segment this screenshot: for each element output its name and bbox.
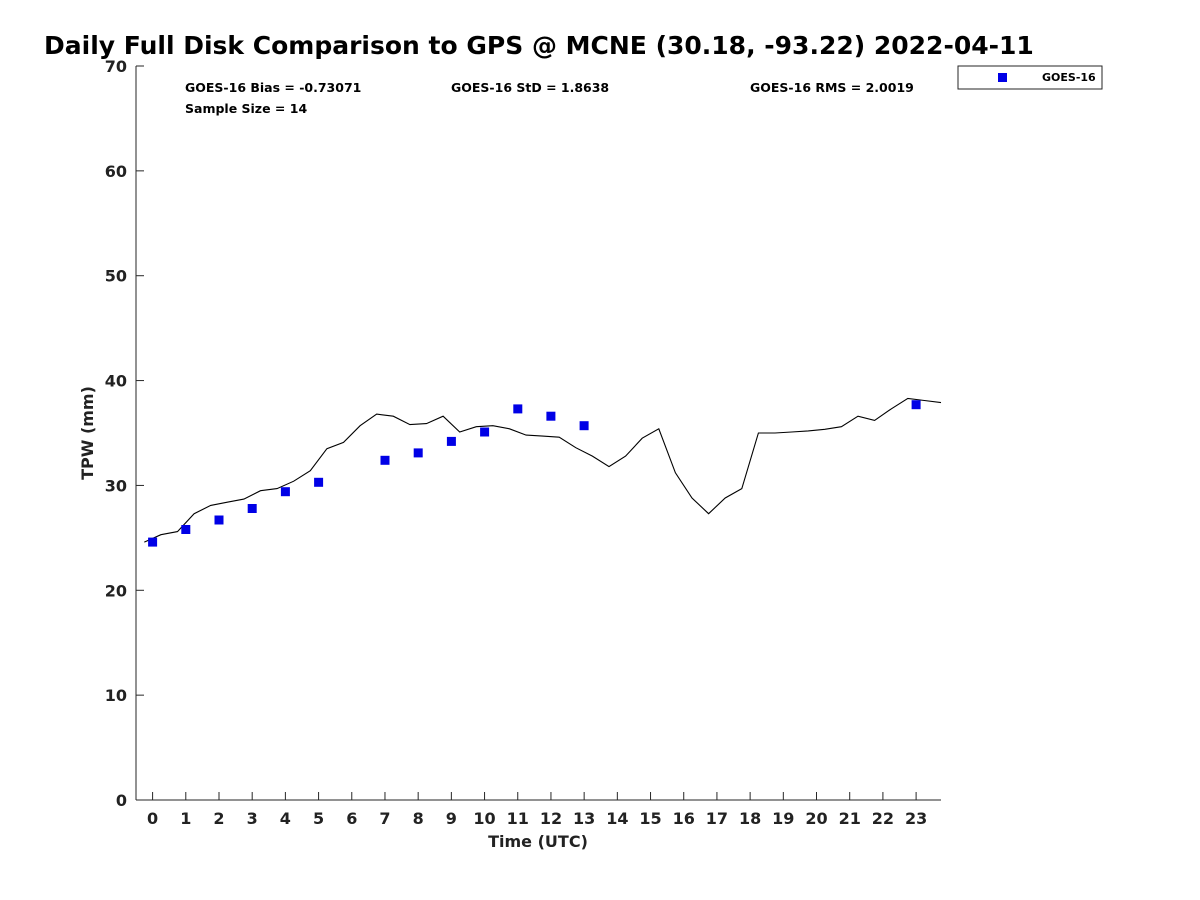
plot-area bbox=[135, 66, 941, 801]
y-tick-label: 50 bbox=[105, 267, 127, 286]
goes16-point bbox=[546, 411, 556, 421]
series-layer bbox=[144, 397, 942, 547]
x-tick-label: 17 bbox=[706, 809, 728, 828]
x-tick-label: 18 bbox=[739, 809, 761, 828]
x-tick-label: 15 bbox=[639, 809, 661, 828]
x-tick-label: 23 bbox=[905, 809, 927, 828]
y-tick-label: 60 bbox=[105, 162, 127, 181]
x-ticks: 0 1 2 3 4 5 6 7 8 9 10 11 12 13 14 15 16 17 18 19 20 21 22 23 bbox=[147, 792, 927, 828]
x-tick-label: 0 bbox=[147, 809, 158, 828]
x-tick-label: 10 bbox=[473, 809, 495, 828]
x-tick-label: 19 bbox=[772, 809, 794, 828]
goes16-point bbox=[413, 448, 423, 458]
rms-stat: GOES-16 RMS = 2.0019 bbox=[750, 80, 914, 95]
goes16-point bbox=[446, 436, 456, 446]
goes16-point bbox=[380, 455, 390, 465]
x-tick-label: 5 bbox=[313, 809, 324, 828]
goes16-point bbox=[214, 515, 224, 525]
goes16-point bbox=[148, 537, 158, 547]
goes16-point bbox=[247, 504, 257, 513]
legend: GOES-16 bbox=[957, 65, 1103, 90]
goes16-point bbox=[280, 487, 290, 497]
x-tick-label: 13 bbox=[573, 809, 595, 828]
y-tick-label: 0 bbox=[116, 791, 127, 810]
y-tick-label: 20 bbox=[105, 581, 127, 600]
x-tick-label: 14 bbox=[606, 809, 628, 828]
std-stat: GOES-16 StD = 1.8638 bbox=[451, 80, 609, 95]
gps-tpw-line bbox=[144, 397, 942, 543]
x-tick-label: 6 bbox=[346, 809, 357, 828]
x-tick-label: 11 bbox=[507, 809, 529, 828]
y-ticks: 0 10 20 30 40 50 60 70 bbox=[105, 57, 144, 810]
y-tick-label: 10 bbox=[105, 686, 127, 705]
x-tick-label: 2 bbox=[213, 809, 224, 828]
x-tick-label: 20 bbox=[805, 809, 827, 828]
bias-stat: GOES-16 Bias = -0.73071 bbox=[185, 80, 361, 95]
x-tick-label: 16 bbox=[673, 809, 695, 828]
y-axis-label: TPW (mm) bbox=[78, 386, 97, 480]
goes16-point bbox=[513, 404, 523, 414]
goes16-point bbox=[314, 477, 324, 487]
x-tick-label: 3 bbox=[247, 809, 258, 828]
x-axis-label: Time (UTC) bbox=[488, 832, 588, 851]
y-tick-label: 70 bbox=[105, 57, 127, 76]
legend-label-goes16: GOES-16 bbox=[1042, 71, 1096, 84]
x-tick-label: 4 bbox=[280, 809, 291, 828]
x-tick-label: 12 bbox=[540, 809, 562, 828]
goes16-point bbox=[181, 525, 191, 534]
x-tick-label: 22 bbox=[872, 809, 894, 828]
x-tick-label: 9 bbox=[446, 809, 457, 828]
y-tick-label: 40 bbox=[105, 372, 127, 391]
sample-size-stat: Sample Size = 14 bbox=[185, 101, 307, 116]
goes16-point bbox=[579, 421, 589, 431]
legend-marker-goes16 bbox=[998, 73, 1007, 82]
goes16-point bbox=[480, 427, 490, 437]
x-tick-label: 8 bbox=[413, 809, 424, 828]
goes16-point bbox=[911, 400, 921, 410]
y-tick-label: 30 bbox=[105, 476, 127, 495]
chart-title: Daily Full Disk Comparison to GPS @ MCNE… bbox=[44, 31, 1034, 60]
x-tick-label: 21 bbox=[839, 809, 861, 828]
x-tick-label: 7 bbox=[379, 809, 390, 828]
x-tick-label: 1 bbox=[180, 809, 191, 828]
legend-box bbox=[957, 65, 1103, 90]
